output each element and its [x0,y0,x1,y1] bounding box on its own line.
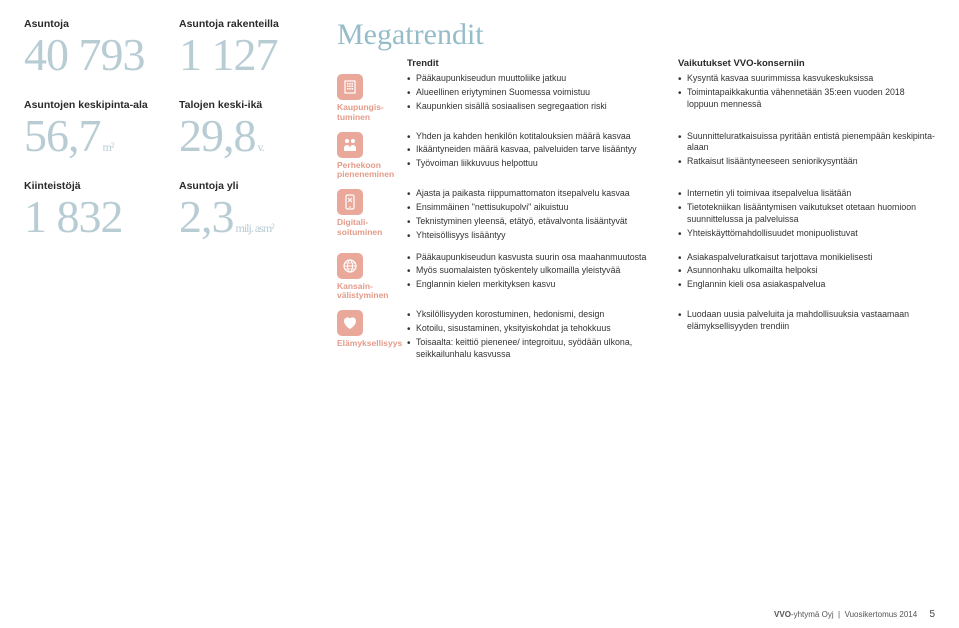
icon-cell: Perhekoon pieneneminen [337,131,407,181]
trend-item: Työvoiman liikkuvuus helpottuu [407,158,664,170]
megatrend-row: Elämyksellisyys Yksilöllisyyden korostumi… [337,309,935,363]
megatrend-row: Perhekoon pieneneminen Yhden ja kahden he… [337,131,935,181]
stat-unit: v. [256,140,264,154]
family-icon [337,132,363,158]
impact-item: Asiakaspalveluratkaisut tarjottava monik… [678,252,935,264]
megatrend-label: Digitali­soituminen [337,218,407,238]
impacts-cell: Kysyntä kasvaa suurimmissa kasvukeskuksi… [678,73,935,113]
trends-cell: Ajasta ja paikasta riippumattomaton itse… [407,188,678,244]
impact-item: Toimintapaikkakuntia vähennetään 35:een … [678,87,935,111]
trend-item: Englannin kielen merkityksen kasvu [407,279,664,291]
megatrend-row: Digitali­soituminen Ajasta ja paikasta ri… [337,188,935,244]
icon-cell: Kansain­välistyminen [337,252,407,302]
trends-cell: Pääkaupunkiseudun kasvusta suurin osa ma… [407,252,678,294]
stat-block: Asuntoja rakenteilla 1 127 [179,18,329,81]
megatrend-label: Perhekoon pieneneminen [337,161,407,181]
stat-block: Kiinteistöjä 1 832 [24,180,179,243]
impacts-cell: Internetin yli toimivaa itsepalvelua lis… [678,188,935,242]
footer-doc: Vuosikertomus 2014 [845,610,918,619]
stat-block: Asuntojen keskipinta-ala 56,7 m² [24,99,179,162]
icon-cell: Elämyksellisyys [337,309,407,349]
footer-suffix: -yhtymä Oyj [791,610,834,619]
trend-item: Pääkaupunkiseudun kasvusta suurin osa ma… [407,252,664,264]
mid-stats-column: Asuntoja rakenteilla 1 127 Talojen keski… [179,18,329,598]
trend-item: Yhden ja kahden henkilön kotitalouksien … [407,131,664,143]
megatrend-row: Kansain­välistyminen Pääkaupunkiseudun ka… [337,252,935,302]
megatrend-label: Elämyksellisyys [337,339,402,349]
megatrend-row: Kaupungis­tuminenPääkaupunkiseudun muutt… [337,73,935,123]
impacts-header: Vaikutukset VVO-konserniin [678,58,935,69]
stat-value: 56,7 [24,110,101,161]
megatrends-section: Megatrendit Trendit Vaikutukset VVO-kons… [329,18,935,598]
trend-item: Alueellinen eriytyminen Suomessa voimist… [407,87,664,99]
trend-item: Ikääntyneiden määrä kasvaa, palveluiden … [407,144,664,156]
trend-item: Toisaalta: keittiö pienenee/ integroituu… [407,337,664,361]
footer-company: VVO [774,610,791,619]
page-number: 5 [929,609,935,620]
globe-icon [337,253,363,279]
stat-value: 1 832 [24,191,123,242]
stat-unit: m² [101,140,114,154]
stat-block: Asuntoja yli 2,3 milj. asm² [179,180,329,243]
trend-item: Kotoilu, sisustaminen, yksityiskohdat ja… [407,323,664,335]
stat-value: 1 127 [179,29,278,80]
icon-cell: Digitali­soituminen [337,188,407,238]
megatrend-label: Kansain­välistyminen [337,282,407,302]
stat-value: 29,8 [179,110,256,161]
icon-cell: Kaupungis­tuminen [337,73,407,123]
trend-item: Kaupunkien sisällä sosiaalisen segregaat… [407,101,664,113]
table-header-row: Trendit Vaikutukset VVO-konserniin [337,58,935,69]
building-icon [337,74,363,100]
trend-item: Ajasta ja paikasta riippumattomaton itse… [407,188,664,200]
trends-cell: Yhden ja kahden henkilön kotitalouksien … [407,131,678,173]
trend-item: Ensimmäinen "nettisukupolvi" aikuistuu [407,202,664,214]
trends-cell: Yksilöllisyyden korostuminen, hedonismi,… [407,309,678,363]
heart-icon [337,310,363,336]
impact-item: Asunnonhaku ulkomailta helpoksi [678,265,935,277]
left-stats-column: Asuntoja 40 793 Asuntojen keskipinta-ala… [24,18,179,598]
trend-item: Myös suomalaisten työskentely ulkomailla… [407,265,664,277]
impact-item: Luodaan uusia palveluita ja mahdollisuuk… [678,309,935,333]
stat-block: Talojen keski-ikä 29,8 v. [179,99,329,162]
trends-cell: Pääkaupunkiseudun muuttoliike jatkuu Alue… [407,73,678,115]
impact-item: Internetin yli toimivaa itsepalvelua lis… [678,188,935,200]
impacts-cell: Suunnitteluratkaisuissa pyritään entistä… [678,131,935,171]
trend-item: Teknistyminen yleensä, etätyö, etävalvon… [407,216,664,228]
impact-item: Kysyntä kasvaa suurimmissa kasvukeskuksi… [678,73,935,85]
impact-item: Tietotekniikan lisääntymisen vaikutukset… [678,202,935,226]
impact-item: Yhteiskäyttömahdollisuudet monipuolistuv… [678,228,935,240]
impact-item: Ratkaisut lisääntyneeseen seniorikysyntä… [678,156,935,168]
trend-item: Yksilöllisyyden korostuminen, hedonismi,… [407,309,664,321]
trend-item: Yhteisöllisyys lisääntyy [407,230,664,242]
trends-header: Trendit [407,58,678,69]
stat-value: 40 793 [24,29,145,80]
stat-block: Asuntoja 40 793 [24,18,179,81]
impact-item: Suunnitteluratkaisuissa pyritään entistä… [678,131,935,155]
phone-icon [337,189,363,215]
stat-unit: milj. asm² [234,221,274,235]
impact-item: Englannin kieli osa asiakas­palvelua [678,279,935,291]
impacts-cell: Luodaan uusia palveluita ja mahdollisuuk… [678,309,935,335]
trend-item: Pääkaupunkiseudun muuttoliike jatkuu [407,73,664,85]
megatrends-title: Megatrendit [337,18,935,52]
megatrend-label: Kaupungis­tuminen [337,103,407,123]
impacts-cell: Asiakaspalveluratkaisut tarjottava monik… [678,252,935,294]
page-footer: VVO-yhtymä Oyj | Vuosikertomus 2014 5 [774,609,935,620]
stat-value: 2,3 [179,191,234,242]
